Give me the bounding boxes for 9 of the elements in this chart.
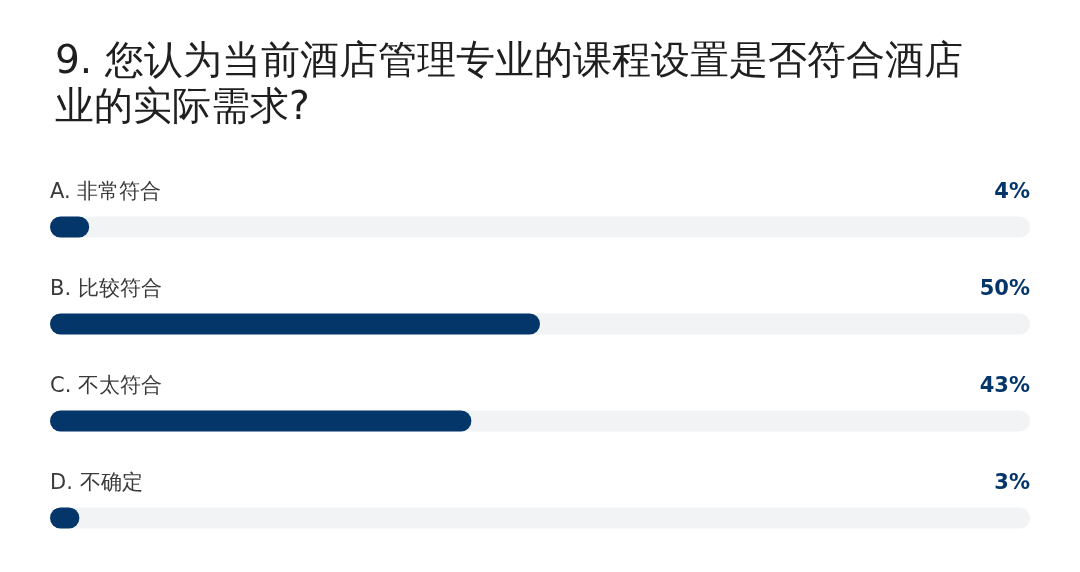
data-label: 3% bbox=[994, 470, 1030, 494]
data-label: 50% bbox=[979, 276, 1030, 300]
chart-title: 9. 您认为当前酒店管理专业的课程设置是否符合酒店业的实际需求? bbox=[55, 36, 963, 128]
y-tick-label: D. 不确定 bbox=[50, 470, 143, 494]
y-tick-label: A. 非常符合 bbox=[50, 179, 162, 203]
data-label: 43% bbox=[979, 373, 1030, 397]
y-tick-label: C. 不太符合 bbox=[50, 373, 163, 397]
y-tick-label: B. 比较符合 bbox=[50, 276, 162, 300]
data-label: 4% bbox=[994, 179, 1030, 203]
